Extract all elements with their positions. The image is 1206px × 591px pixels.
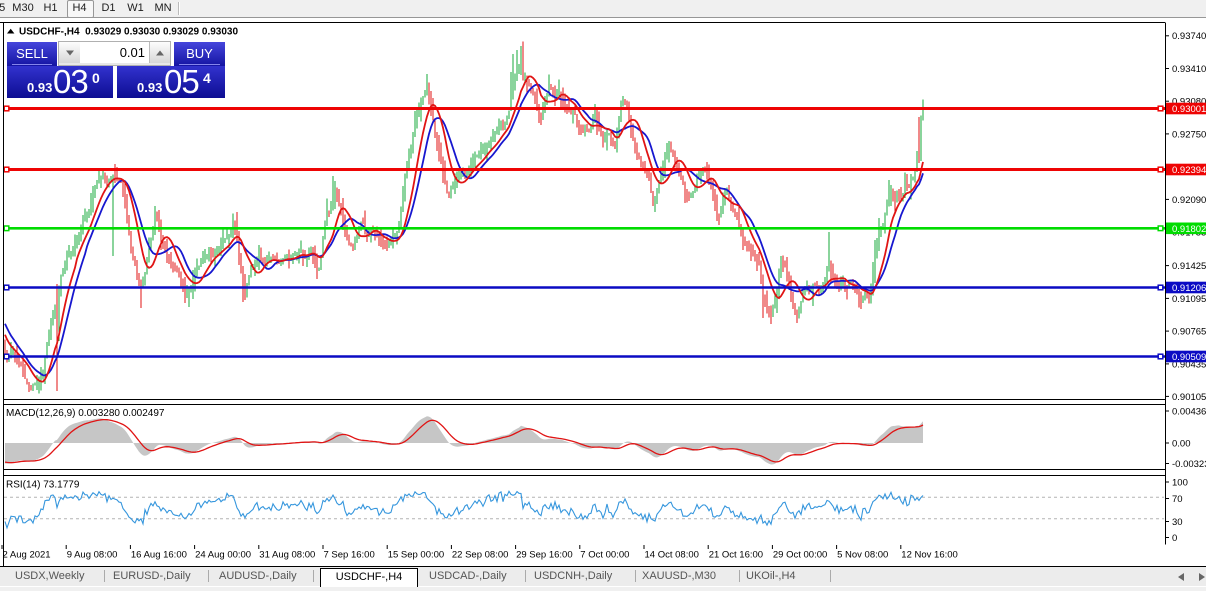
svg-text:9 Aug 08:00: 9 Aug 08:00 <box>67 550 118 561</box>
svg-text:29 Sep 16:00: 29 Sep 16:00 <box>516 550 573 561</box>
svg-text:0.90435: 0.90435 <box>1172 359 1206 370</box>
svg-text:12 Nov 16:00: 12 Nov 16:00 <box>901 550 958 561</box>
svg-text:0.92394: 0.92394 <box>1172 165 1206 176</box>
svg-text:22 Sep 08:00: 22 Sep 08:00 <box>452 550 509 561</box>
svg-text:14 Oct 08:00: 14 Oct 08:00 <box>645 550 699 561</box>
svg-text:-0.00323: -0.00323 <box>1172 459 1206 470</box>
svg-text:0.00: 0.00 <box>1172 438 1191 449</box>
svg-text:0.93740: 0.93740 <box>1172 31 1206 42</box>
svg-text:0.91425: 0.91425 <box>1172 261 1206 272</box>
svg-text:0.92090: 0.92090 <box>1172 195 1206 206</box>
svg-text:0.93001: 0.93001 <box>1172 104 1206 115</box>
svg-text:24 Aug 00:00: 24 Aug 00:00 <box>195 550 251 561</box>
svg-text:70: 70 <box>1172 494 1183 505</box>
svg-text:0.90509: 0.90509 <box>1172 352 1206 363</box>
svg-text:7 Sep 16:00: 7 Sep 16:00 <box>324 550 375 561</box>
svg-text:0: 0 <box>1172 533 1177 544</box>
svg-text:15 Sep 00:00: 15 Sep 00:00 <box>388 550 445 561</box>
svg-text:16 Aug 16:00: 16 Aug 16:00 <box>131 550 187 561</box>
svg-text:100: 100 <box>1172 477 1188 488</box>
svg-text:0.93410: 0.93410 <box>1172 64 1206 75</box>
svg-text:7 Oct 00:00: 7 Oct 00:00 <box>580 550 629 561</box>
svg-text:RSI(14) 73.1779: RSI(14) 73.1779 <box>6 480 80 491</box>
svg-text:MACD(12,26,9) 0.003280 0.00249: MACD(12,26,9) 0.003280 0.002497 <box>6 408 165 419</box>
svg-text:5 Nov 08:00: 5 Nov 08:00 <box>837 550 888 561</box>
svg-text:0.00436: 0.00436 <box>1172 406 1206 417</box>
svg-text:21 Oct 16:00: 21 Oct 16:00 <box>709 550 763 561</box>
svg-text:0.91095: 0.91095 <box>1172 294 1206 305</box>
svg-text:0.90765: 0.90765 <box>1172 327 1206 338</box>
svg-text:2 Aug 2021: 2 Aug 2021 <box>3 550 51 561</box>
svg-text:0.93080: 0.93080 <box>1172 97 1206 108</box>
svg-text:0.92750: 0.92750 <box>1172 129 1206 140</box>
svg-text:0.91206: 0.91206 <box>1172 283 1206 294</box>
svg-text:0.90105: 0.90105 <box>1172 392 1206 403</box>
svg-text:USDCHF-,H4 0.93029 0.93030 0.: USDCHF-,H4 0.93029 0.93030 0.93029 0.930… <box>19 27 238 38</box>
svg-text:0.91802: 0.91802 <box>1172 224 1206 235</box>
svg-text:30: 30 <box>1172 517 1183 528</box>
svg-text:31 Aug 08:00: 31 Aug 08:00 <box>259 550 315 561</box>
svg-text:29 Oct 00:00: 29 Oct 00:00 <box>773 550 827 561</box>
